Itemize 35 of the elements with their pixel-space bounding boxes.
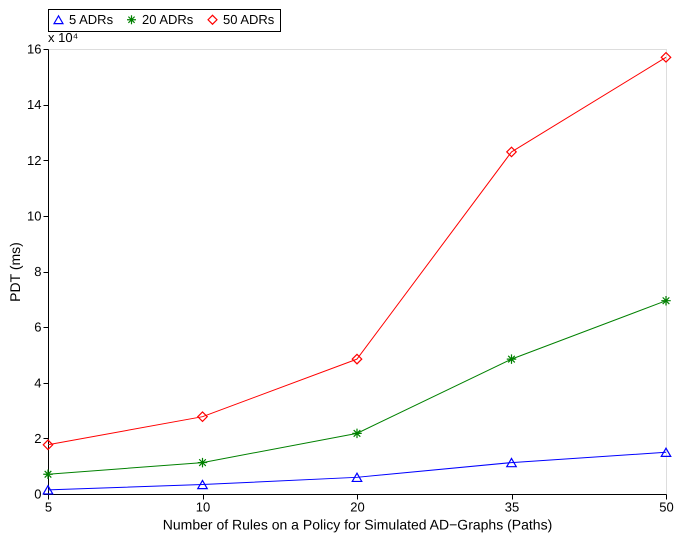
point — [506, 354, 517, 364]
x-tick-label: 5 — [44, 500, 52, 514]
y-tick-label: 0 — [34, 486, 42, 502]
y-tick-label: 2 — [34, 430, 42, 446]
y-tick-label: 16 — [27, 42, 42, 56]
x-axis-title: Number of Rules on a Policy for Simulated AD−Graphs (Paths) — [162, 516, 552, 532]
point — [197, 457, 208, 468]
x-tick-label: 35 — [504, 500, 520, 514]
y-tick-label: 14 — [27, 97, 42, 112]
y-tick-label: 12 — [27, 152, 42, 168]
legend-label: 5 ADRs — [69, 12, 114, 27]
point — [42, 485, 54, 495]
legend-label: 50 ADRs — [223, 12, 275, 27]
y-axis-title: PDT (ms) — [7, 242, 24, 302]
point — [197, 480, 208, 490]
point — [352, 428, 362, 439]
point — [42, 468, 54, 480]
y-tick-label: 8 — [34, 264, 42, 279]
point — [660, 295, 672, 306]
point — [506, 458, 517, 468]
y-tick-label: 6 — [34, 320, 42, 335]
point — [352, 472, 362, 482]
point — [352, 354, 362, 364]
point — [197, 411, 208, 422]
point — [660, 448, 672, 457]
x-tick-label: 10 — [196, 500, 210, 514]
point — [660, 52, 672, 63]
x-tick-label: 50 — [659, 500, 674, 514]
point — [506, 146, 517, 158]
y-tick-label: 10 — [27, 208, 42, 224]
point — [42, 439, 54, 450]
legend-label: 20 ADRs — [142, 12, 194, 27]
text: x 10⁴ — [48, 30, 78, 45]
x-tick-label: 20 — [350, 500, 365, 514]
y-tick-label: 4 — [34, 375, 42, 390]
